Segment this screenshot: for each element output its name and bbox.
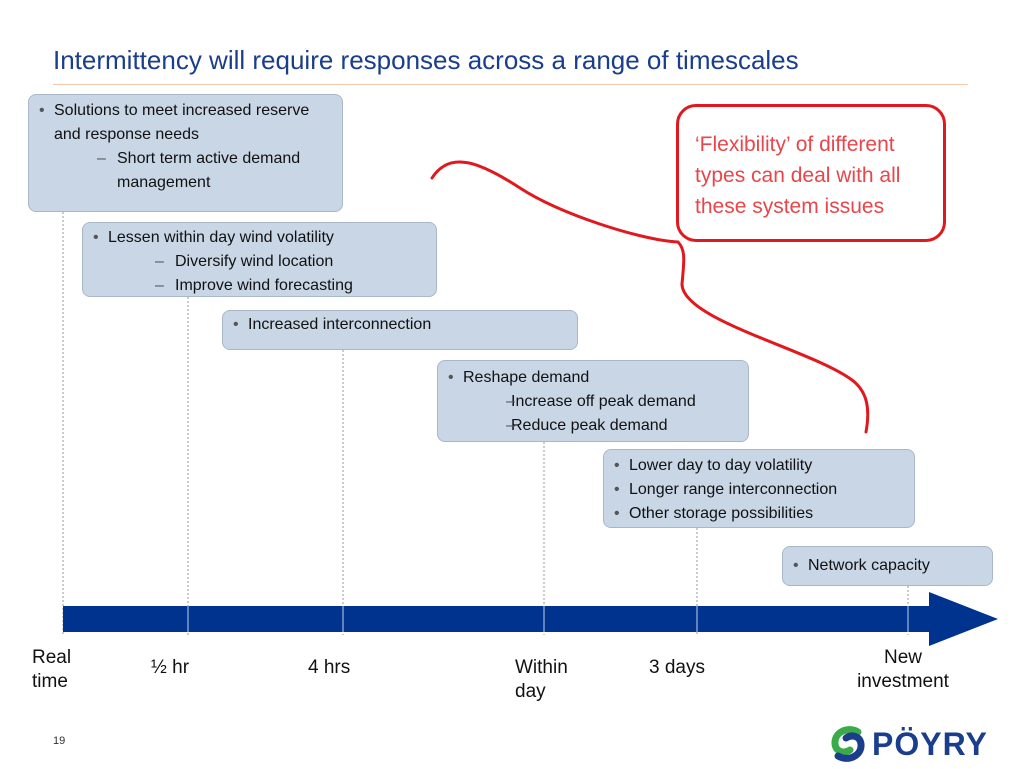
box-wind-volatility: Lessen within day wind volatility Divers… <box>82 222 437 298</box>
box-network-capacity-bullet: Network capacity <box>793 554 984 578</box>
box-day-to-day: Lower day to day volatility Longer range… <box>603 449 915 528</box>
flexibility-callout: ‘Flexibility’ of different types can dea… <box>676 104 946 242</box>
box-reserve-response: Solutions to meet increased reserve and … <box>28 94 343 212</box>
title-divider <box>53 84 968 85</box>
box-reshape-demand-sub-1: Increase off peak demand <box>448 390 740 414</box>
box-reshape-demand-sub-2: Reduce peak demand <box>448 414 740 438</box>
box-wind-volatility-bullet: Lessen within day wind volatility <box>93 226 428 250</box>
page-title: Intermittency will require responses acr… <box>53 45 799 75</box>
timeline-label-4-hrs: 4 hrs <box>308 657 351 678</box>
box-interconnection-bullet: Increased interconnection <box>233 313 569 337</box>
box-network-capacity: Network capacity <box>782 546 993 586</box>
poyry-logo: PÖYRY <box>828 724 987 764</box>
box-day-to-day-bullet-2: Longer range interconnection <box>614 478 906 502</box>
box-day-to-day-bullet-3: Other storage possibilities <box>614 502 906 526</box>
poyry-wordmark: PÖYRY <box>872 726 988 762</box>
box-reserve-response-bullet: Solutions to meet increased reserve and … <box>39 99 334 147</box>
page-number: 19 <box>53 735 66 747</box>
timeline-arrow <box>63 592 998 646</box>
timeline-label-new-investment: New investment <box>857 647 949 692</box>
timeline-label-within-day: Within day <box>515 657 568 702</box>
box-interconnection: Increased interconnection <box>222 310 578 350</box>
timeline-label-half-hour: ½ hr <box>151 657 190 678</box>
box-reshape-demand-bullet: Reshape demand <box>448 366 740 390</box>
box-reshape-demand: Reshape demand Increase off peak demand … <box>437 360 749 442</box>
timeline-label-3-days: 3 days <box>649 657 705 678</box>
box-wind-volatility-sub-1: Diversify wind location <box>93 250 428 274</box>
timeline-ticks <box>187 606 909 632</box>
poyry-swirl-icon <box>831 726 865 762</box>
timeline-label-real-time: Real time <box>32 647 72 692</box>
box-day-to-day-bullet-1: Lower day to day volatility <box>614 454 906 478</box>
box-wind-volatility-sub-2: Improve wind forecasting <box>93 274 428 298</box>
box-reserve-response-sub-1: Short term active demand management <box>39 147 334 195</box>
